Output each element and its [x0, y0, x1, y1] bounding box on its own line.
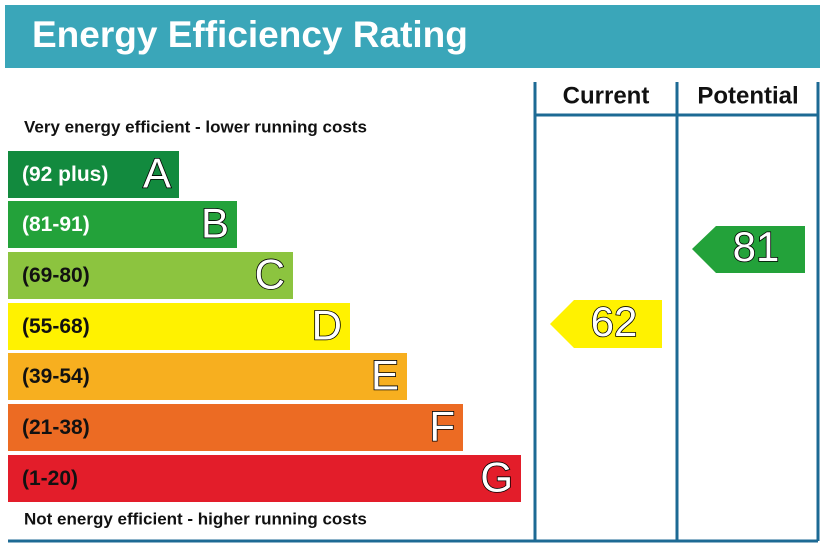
potential-rating: 81: [733, 223, 780, 270]
band-letter: A: [143, 150, 171, 197]
band-range: (21-38): [22, 416, 90, 439]
title: Energy Efficiency Rating: [32, 14, 468, 55]
band-bar: [8, 201, 237, 248]
band-range: (1-20): [22, 467, 78, 490]
band-bar: [8, 353, 407, 400]
band-bar: [8, 404, 463, 451]
band-bar: [8, 303, 350, 350]
band-range: (92 plus): [22, 163, 108, 186]
band-letter: B: [201, 200, 229, 247]
band-range: (55-68): [22, 315, 90, 338]
band-letter: D: [312, 302, 342, 349]
band-range: (81-91): [22, 213, 90, 236]
current-rating: 62: [591, 298, 638, 345]
band-bar: [8, 252, 293, 299]
potential-arrow: [692, 226, 805, 273]
column-header: Potential: [697, 82, 798, 109]
bottom-note: Not energy efficient - higher running co…: [24, 509, 367, 528]
band-letter: F: [429, 403, 455, 450]
band-range: (39-54): [22, 365, 90, 388]
band-letter: E: [371, 352, 399, 399]
title-bar: [5, 5, 820, 68]
band-range: (69-80): [22, 264, 90, 287]
top-note: Very energy efficient - lower running co…: [24, 117, 367, 136]
current-arrow: [550, 300, 662, 348]
band-bar: [8, 151, 179, 198]
band-letter: C: [255, 251, 285, 298]
column-header: Current: [563, 82, 650, 109]
band-letter: G: [480, 454, 513, 501]
band-bar: [8, 455, 521, 502]
